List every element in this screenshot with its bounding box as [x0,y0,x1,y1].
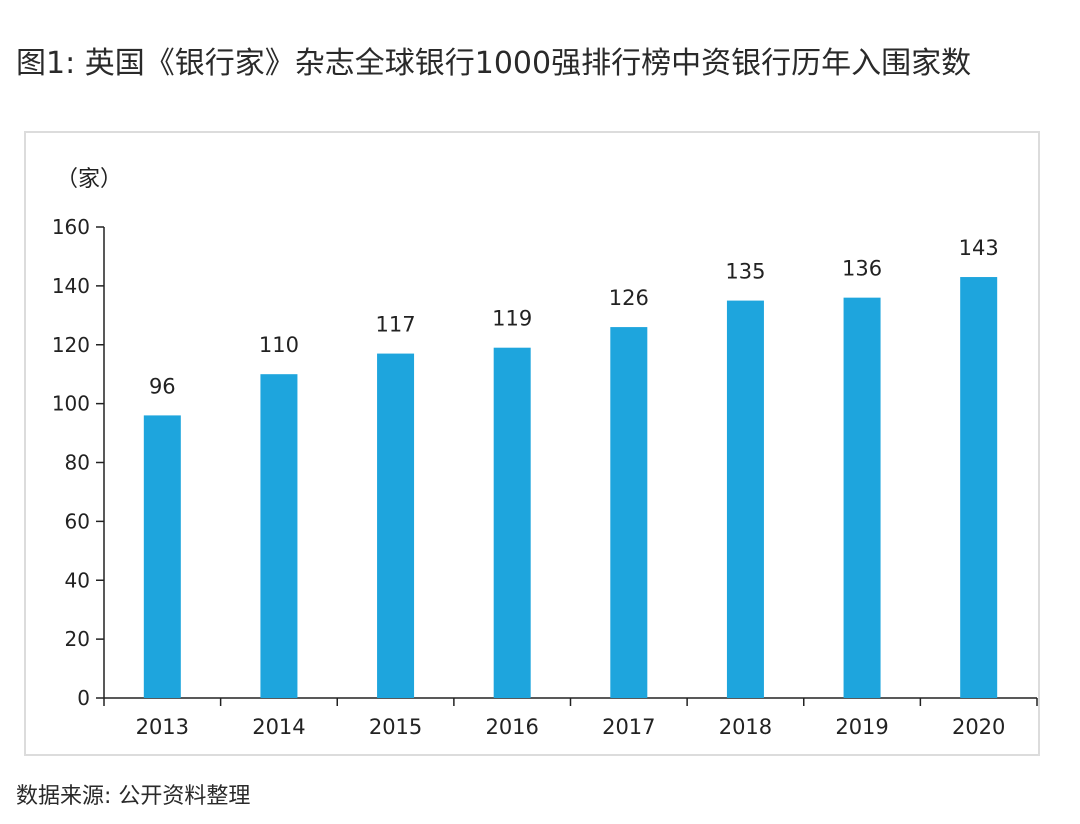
x-tick-label: 2013 [136,715,189,739]
x-tick-label: 2019 [835,715,888,739]
y-tick-label: 40 [65,568,90,592]
y-tick-label: 120 [52,333,90,357]
bars [143,277,998,698]
bar-value-label: 110 [259,333,299,357]
y-tick-label: 100 [52,392,90,416]
bar-value-label: 135 [725,260,765,284]
bar-value-label: 119 [492,307,532,331]
y-tick-label: 140 [52,274,90,298]
x-tick-label: 2017 [602,715,655,739]
bar [960,277,998,698]
x-axis-ticks: 2013 2014 2015 2016 2017 2018 2019 2020 [103,698,1038,739]
x-tick-label: 2020 [952,715,1005,739]
y-tick-label: 0 [77,686,90,710]
y-tick-label: 80 [65,451,90,475]
figure-title: 图1: 英国《银行家》杂志全球银行1000强排行榜中资银行历年入围家数 [16,46,972,81]
data-labels: 96 110 117 119 126 135 136 143 [149,236,999,398]
bar-value-label: 96 [149,374,176,398]
bar [260,374,298,698]
x-tick-label: 2016 [485,715,538,739]
y-tick-label: 60 [65,509,90,533]
bar [726,300,764,698]
x-axis: 2013 2014 2015 2016 2017 2018 2019 2020 [103,697,1038,739]
bar [610,327,648,698]
bar-value-label: 143 [959,236,999,260]
y-axis-ticks: 0 20 40 60 80 100 120 140 160 [52,215,104,710]
x-tick-label: 2015 [369,715,422,739]
x-tick-label: 2018 [719,715,772,739]
y-axis: 0 20 40 60 80 100 120 140 160 [52,215,105,710]
bar [493,347,531,698]
bar [377,353,415,698]
x-tick-label: 2014 [252,715,305,739]
bar-value-label: 117 [376,313,416,337]
y-axis-unit-label: （家） [56,167,122,192]
bar [843,297,881,698]
bar-value-label: 136 [842,257,882,281]
y-tick-label: 20 [65,627,90,651]
source-note: 数据来源: 公开资料整理 [16,784,251,809]
y-tick-label: 160 [52,215,90,239]
bar [143,415,181,698]
bar-value-label: 126 [609,286,649,310]
